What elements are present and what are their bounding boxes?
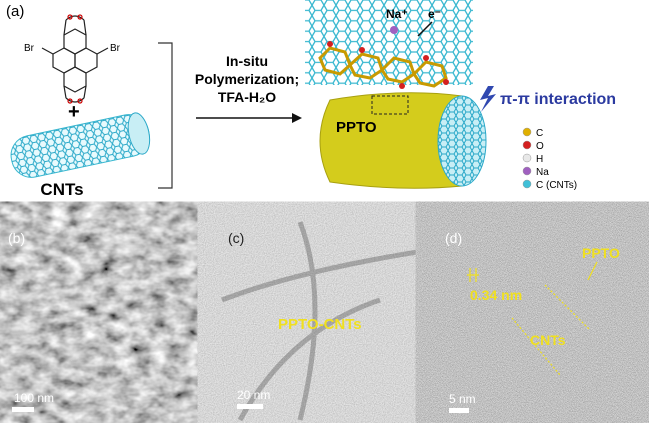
polymer-label: PPTO xyxy=(336,119,377,136)
panel-label: (a) xyxy=(6,3,24,20)
lattice-lines xyxy=(467,261,598,376)
monomer xyxy=(41,14,109,104)
legend-label: O xyxy=(536,141,544,152)
polymer xyxy=(318,46,448,88)
cnt xyxy=(10,112,151,178)
reactant-label: CNTs xyxy=(40,180,83,199)
ion-label: e⁻ xyxy=(428,7,441,21)
condition: Polymerization; xyxy=(195,71,299,87)
panel-label: (d) xyxy=(445,230,462,246)
interaction-label: π-π interaction xyxy=(500,91,616,108)
legend-dot xyxy=(522,153,532,163)
scale-bar xyxy=(449,408,469,413)
legend-dot xyxy=(522,127,532,137)
scale-label: 100 nm xyxy=(14,391,54,405)
lightning xyxy=(480,86,496,112)
condition: In-situ xyxy=(226,53,268,69)
pptо-cnt-cylinder xyxy=(319,92,487,189)
legend-dot xyxy=(522,140,532,150)
annotation: PPTO-CNTs xyxy=(278,316,362,333)
panel-label: (b) xyxy=(8,230,25,246)
scale-label: 5 nm xyxy=(449,392,476,406)
annotation: PPTO xyxy=(582,245,620,261)
ion-label: Na⁺ xyxy=(386,7,408,21)
legend-dot xyxy=(522,166,532,176)
panel-label: (c) xyxy=(228,230,244,246)
legend-label: C xyxy=(536,128,543,139)
electron-arrow xyxy=(417,21,433,37)
product-label: PPTO-CNTs xyxy=(351,199,446,218)
legend-dot xyxy=(522,179,532,189)
arrow xyxy=(196,113,302,123)
condition: TFA-H₂O xyxy=(218,89,276,105)
annotation: 0.34 nm xyxy=(470,287,522,303)
legend-label: Na xyxy=(536,167,549,178)
legend-label: C (CNTs) xyxy=(536,180,577,191)
substituent: Br xyxy=(24,43,35,54)
scale-label: 20 nm xyxy=(237,388,270,402)
panel-b: (b) 100 nm xyxy=(0,222,212,423)
panel-d: (d) PPTO 0.34 nm CNTs 5 nm xyxy=(437,222,649,423)
panel-c: (c) PPTO-CNTs 20 nm xyxy=(219,221,431,423)
scale-bar xyxy=(12,407,34,412)
legend: COH Na C (CNTs) xyxy=(522,127,577,191)
legend-label: H xyxy=(536,154,543,165)
annotation: CNTs xyxy=(530,332,566,348)
scale-bar xyxy=(237,404,263,409)
bracket xyxy=(158,42,173,189)
polymer-atoms xyxy=(327,26,449,89)
substituent: Br xyxy=(110,43,121,54)
plus: + xyxy=(68,101,80,123)
